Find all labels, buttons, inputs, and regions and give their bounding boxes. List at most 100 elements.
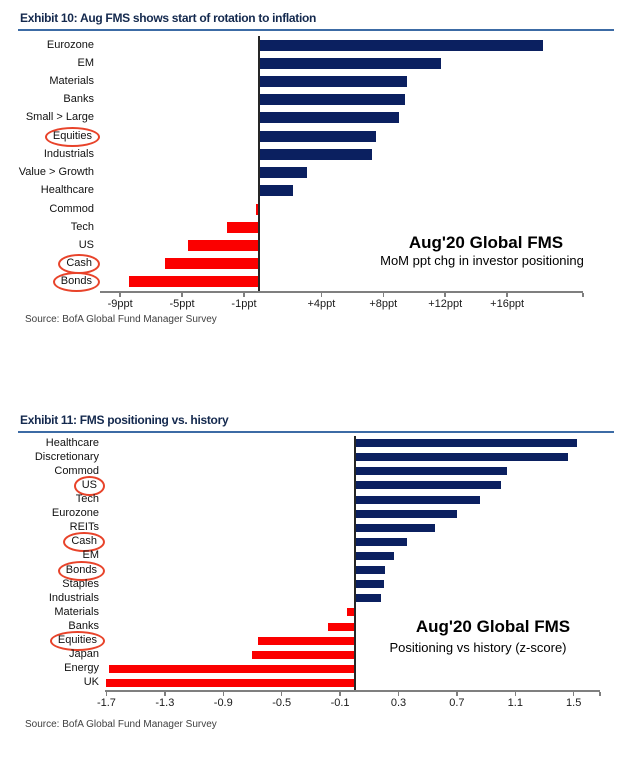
x-tick-mark [339, 692, 341, 696]
bar-value-growth [259, 167, 308, 179]
bar-bonds [129, 276, 260, 288]
zero-baseline [353, 436, 356, 690]
category-label-materials: Materials [49, 75, 94, 88]
bar-us [188, 239, 260, 251]
bar-reits [354, 523, 435, 532]
category-label-banks: Banks [68, 620, 99, 633]
category-label-healthcare: Healthcare [46, 437, 99, 450]
x-tick-mark [105, 692, 108, 696]
category-text-industrials: Industrials [43, 147, 94, 160]
category-label-us: US [79, 239, 94, 252]
exhibit-10-source: Source: BofA Global Fund Manager Survey [25, 314, 217, 325]
highlight-ellipse-equities: Equities [44, 126, 100, 147]
x-tick-label: -9ppt [107, 298, 133, 310]
x-axis-line [105, 690, 600, 692]
bar-discretionary [354, 453, 568, 462]
category-text-uk: UK [83, 676, 99, 689]
exhibit-10-title-rule [18, 29, 614, 31]
x-axis-end-tick [582, 293, 584, 297]
category-label-uk: UK [84, 676, 99, 689]
category-text-value-growth: Value > Growth [18, 166, 94, 179]
category-label-industrials: Industrials [44, 148, 94, 161]
category-text-banks: Banks [68, 620, 99, 632]
x-tick-mark [456, 692, 458, 696]
bar-tech [354, 495, 481, 504]
highlight-ellipse-bonds: Bonds [52, 272, 100, 293]
category-text-us: US [78, 238, 94, 251]
category-text-eurozone: Eurozone [51, 507, 99, 520]
category-text-tech: Tech [75, 493, 99, 505]
category-label-equities: Equities [44, 126, 100, 147]
bar-eurozone [259, 39, 543, 51]
highlight-ellipse-equities: Equities [49, 631, 105, 652]
category-text-em: EM [82, 549, 100, 562]
x-tick-label: +8ppt [369, 298, 398, 310]
x-tick-mark [243, 293, 245, 297]
x-tick-mark [397, 692, 400, 696]
x-tick-mark [514, 692, 517, 696]
category-text-energy: Energy [64, 662, 99, 675]
category-label-cash: Cash [63, 532, 105, 553]
x-tick-label: -1.3 [155, 697, 175, 709]
bar-staples [354, 580, 384, 589]
bar-cash [354, 537, 408, 546]
exhibit-11-annotation-title: Aug'20 Global FMS [415, 617, 571, 636]
bar-equities [258, 636, 355, 645]
category-label-bonds: Bonds [52, 272, 100, 293]
x-tick-label: -5ppt [169, 298, 195, 310]
bar-bonds [354, 566, 386, 575]
category-label-staples: Staples [62, 578, 99, 591]
bar-us [354, 481, 501, 490]
category-label-banks: Banks [63, 93, 94, 106]
bar-healthcare [259, 185, 294, 197]
category-label-commod: Commod [54, 465, 99, 478]
category-text-tech: Tech [70, 220, 94, 233]
category-label-commod: Commod [49, 203, 94, 216]
x-tick-label: 1.1 [507, 697, 523, 709]
x-axis-end-tick [599, 692, 601, 696]
bar-materials [347, 608, 355, 617]
category-text-banks: Banks [63, 93, 94, 106]
category-label-eurozone: Eurozone [52, 507, 99, 520]
bar-small-large [259, 112, 399, 124]
category-label-cash: Cash [58, 254, 100, 275]
exhibit-11-source: Source: BofA Global Fund Manager Survey [25, 719, 217, 730]
category-text-em: EM [77, 56, 95, 69]
category-label-discretionary: Discretionary [35, 451, 99, 464]
x-tick-mark [280, 692, 283, 696]
exhibit-11-title: Exhibit 11: FMS positioning vs. history [20, 413, 229, 427]
exhibit-11-title-rule [18, 431, 614, 433]
exhibit-10-title: Exhibit 10: Aug FMS shows start of rotat… [20, 11, 317, 25]
x-tick-label: +16ppt [490, 298, 525, 310]
x-tick-label: -1ppt [231, 298, 257, 310]
highlight-ellipse-bonds: Bonds [57, 560, 105, 581]
category-label-small-large: Small > Large [26, 111, 94, 124]
category-text-healthcare: Healthcare [45, 436, 99, 449]
category-text-small-large: Small > Large [25, 111, 94, 124]
category-label-energy: Energy [64, 662, 99, 675]
category-label-equities: Equities [49, 631, 105, 652]
x-tick-label: -0.5 [272, 697, 292, 709]
category-label-healthcare: Healthcare [41, 184, 94, 197]
category-text-eurozone: Eurozone [46, 38, 94, 51]
bar-banks [259, 94, 405, 106]
zero-baseline [258, 36, 261, 291]
bar-eurozone [354, 509, 457, 518]
bar-industrials [259, 148, 373, 160]
category-text-materials: Materials [49, 75, 94, 88]
bar-healthcare [354, 439, 577, 448]
x-tick-label: -1.7 [96, 697, 116, 709]
x-tick-label: +12ppt [428, 298, 463, 310]
x-axis-line [100, 291, 583, 293]
x-tick-mark [320, 293, 323, 297]
x-tick-mark [181, 293, 183, 297]
category-label-us: US [73, 475, 105, 496]
bar-industrials [354, 594, 381, 603]
x-tick-mark [506, 293, 508, 297]
exhibit-10-annotation-title: Aug'20 Global FMS [408, 233, 564, 252]
x-tick-mark [444, 293, 446, 297]
x-tick-mark [572, 692, 575, 696]
x-tick-mark [119, 293, 121, 297]
category-text-commod: Commod [49, 202, 94, 215]
